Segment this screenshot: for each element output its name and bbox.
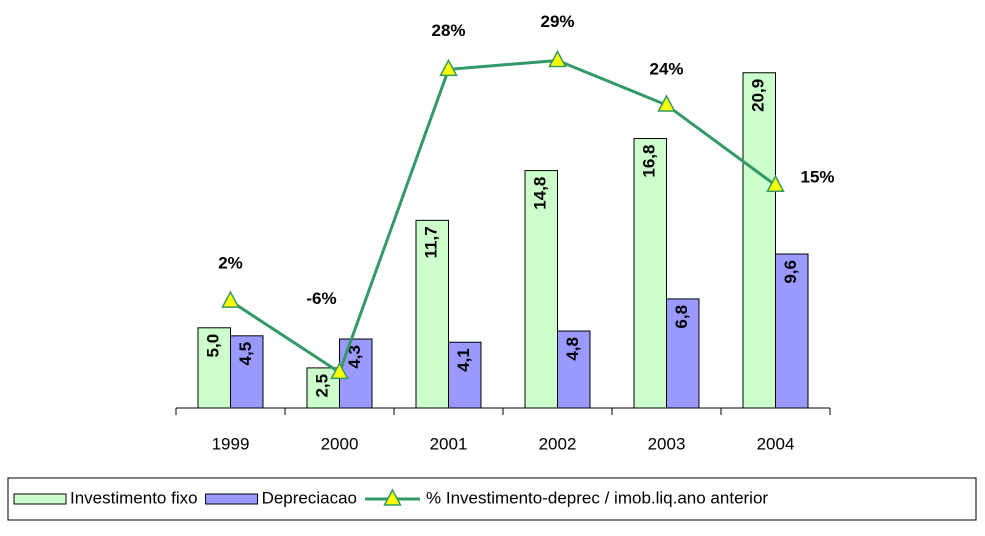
- bar: [415, 219, 449, 409]
- bar-value-label: 9,6: [781, 260, 800, 284]
- legend-swatch: [13, 493, 67, 505]
- line-marker: [221, 290, 240, 308]
- bar: [448, 341, 482, 409]
- legend-label: Depreciacao: [262, 488, 357, 507]
- line-marker: [439, 58, 458, 77]
- line-marker: [657, 94, 676, 112]
- plot-area: 1999 2000 2001 2002 2003 2004 5,0 2,5 11,7 14,8 16…: [175, 12, 835, 453]
- legend-box: [7, 477, 977, 521]
- bar-value-label: 6,8: [672, 305, 691, 329]
- line-marker: [548, 49, 567, 68]
- bar-value-label: 5,0: [204, 334, 223, 358]
- line-series: [229, 58, 777, 375]
- line-value-label: 15%: [800, 168, 834, 187]
- bar: [557, 330, 591, 409]
- bar-value-label: 4,5: [236, 342, 255, 366]
- x-tick-label: 1999: [212, 434, 250, 453]
- line-value-label: -6%: [306, 289, 336, 308]
- bar: [742, 72, 776, 409]
- legend: Investimento fixo Depreciacao % Investimen…: [13, 488, 768, 507]
- x-tick-label: 2002: [539, 434, 577, 453]
- x-tick-label: 2000: [321, 434, 359, 453]
- legend-swatch: [205, 493, 259, 505]
- x-tick-label: 2004: [757, 434, 795, 453]
- bar-value-label: 4,3: [345, 345, 364, 369]
- bar-value-label: 2,5: [313, 374, 332, 398]
- bar: [230, 335, 264, 409]
- line-value-label: 2%: [218, 254, 243, 273]
- line-value-label: 24%: [649, 60, 683, 79]
- line-marker: [330, 361, 349, 380]
- x-tick-label: 2001: [430, 434, 468, 453]
- bar: [524, 170, 558, 409]
- bar-value-label: 4,1: [454, 348, 473, 372]
- legend-label: % Investimento-deprec / imob.liq.ano ant…: [426, 488, 768, 507]
- bar-value-label: 4,8: [563, 337, 582, 361]
- bar: [775, 253, 809, 409]
- bar-value-label: 16,8: [640, 145, 659, 178]
- bar-value-label: 11,7: [422, 226, 441, 258]
- bar-value-label: 20,9: [749, 79, 768, 112]
- legend-label: Investimento fixo: [70, 488, 198, 507]
- line-value-label: 29%: [540, 12, 574, 31]
- bar-value-label: 14,8: [531, 177, 550, 210]
- bar: [666, 298, 700, 409]
- line-marker: [766, 174, 785, 192]
- bar: [197, 327, 231, 409]
- x-tick-label: 2003: [648, 434, 686, 453]
- line-value-label: 28%: [431, 21, 465, 40]
- legend-marker: [383, 488, 402, 506]
- bar: [633, 138, 667, 409]
